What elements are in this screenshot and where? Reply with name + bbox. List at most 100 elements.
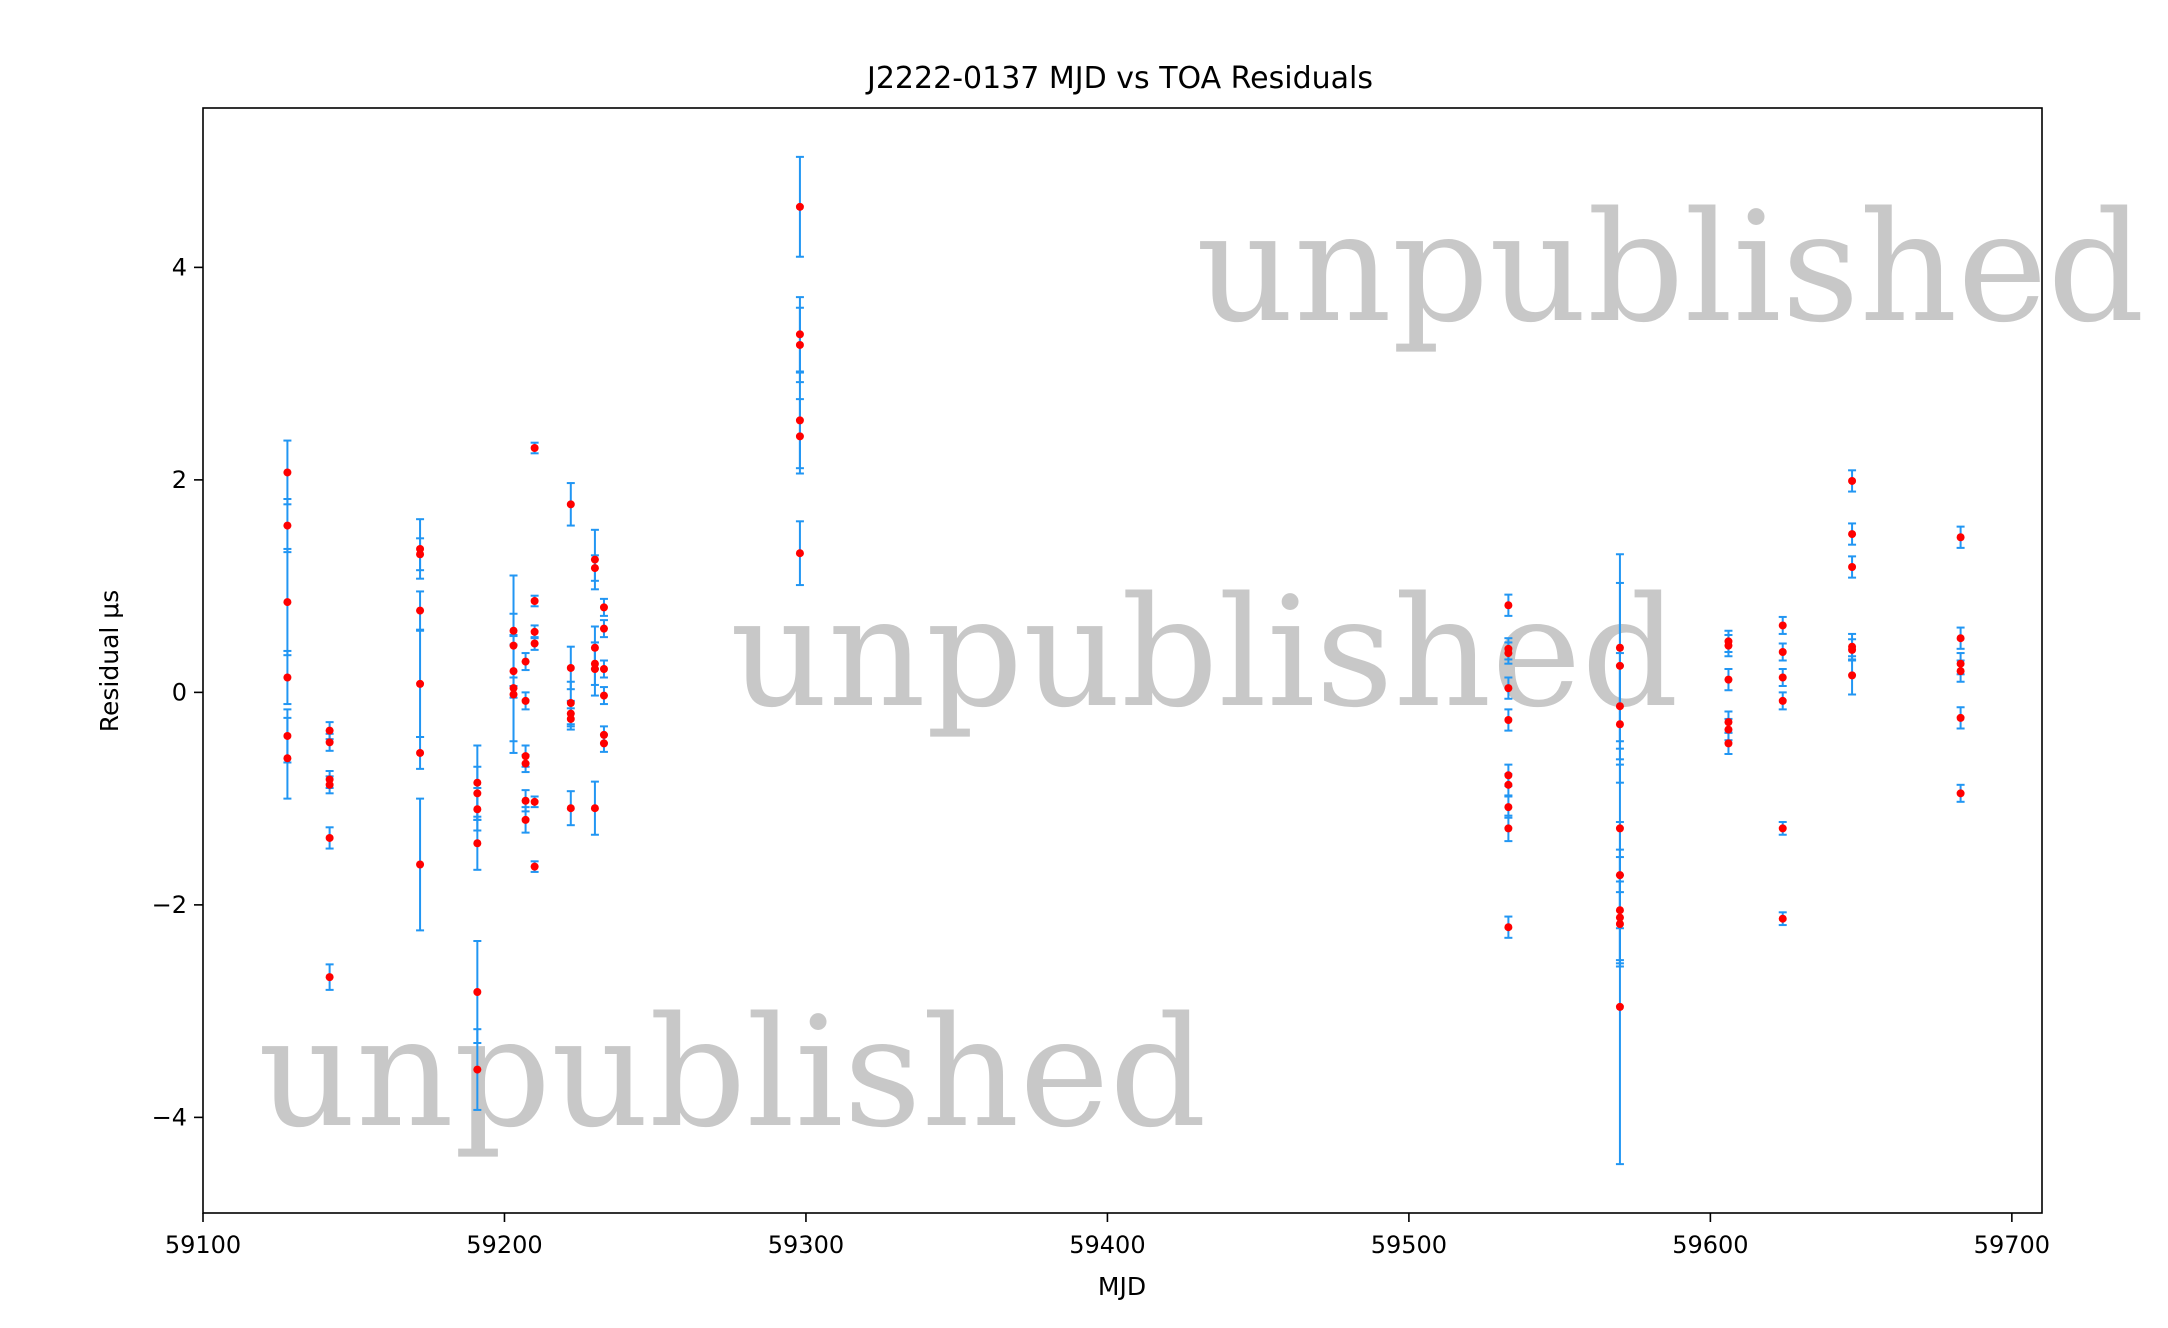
- chart-title: J2222-0137 MJD vs TOA Residuals: [865, 61, 1373, 96]
- data-point: [530, 862, 539, 871]
- y-tick-label: 4: [172, 253, 187, 281]
- data-point: [590, 643, 599, 652]
- data-point: [1615, 913, 1624, 922]
- data-point: [416, 679, 425, 688]
- data-point: [283, 731, 292, 740]
- data-point: [473, 839, 482, 848]
- x-tick-label: 59600: [1672, 1231, 1748, 1259]
- data-point: [1848, 671, 1857, 680]
- data-point: [1956, 634, 1965, 643]
- data-point: [530, 627, 539, 636]
- data-point: [521, 657, 530, 666]
- data-point: [1724, 725, 1733, 734]
- data-point: [325, 973, 334, 982]
- data-point: [1615, 720, 1624, 729]
- data-point: [509, 626, 518, 635]
- plot-area: [202, 107, 2043, 1214]
- x-tick-label: 59400: [1069, 1231, 1145, 1259]
- data-point: [1615, 871, 1624, 880]
- data-point: [599, 730, 608, 739]
- data-point: [566, 500, 575, 509]
- data-point: [1778, 648, 1787, 656]
- data-point: [509, 641, 518, 650]
- data-point: [509, 667, 518, 676]
- y-tick-label: −2: [152, 891, 187, 919]
- data-point: [473, 778, 482, 787]
- x-axis: 59100 59200 59300 59400 59500 59600 59700: [165, 1213, 2050, 1259]
- data-point: [530, 597, 539, 605]
- data-point: [325, 833, 334, 842]
- data-point: [416, 550, 425, 559]
- data-point: [599, 665, 608, 673]
- data-point: [1504, 803, 1513, 812]
- data-point: [416, 748, 425, 757]
- data-point: [566, 804, 575, 813]
- x-tick-label: 59200: [466, 1231, 542, 1259]
- x-axis-label: MJD: [1098, 1272, 1146, 1301]
- data-point: [599, 603, 608, 612]
- data-point: [1504, 649, 1513, 658]
- data-point: [521, 759, 530, 768]
- data-point: [1615, 1002, 1624, 1011]
- x-tick-label: 59500: [1371, 1231, 1447, 1259]
- data-point: [1778, 824, 1787, 833]
- data-point: [795, 416, 804, 425]
- data-point: [1956, 667, 1965, 676]
- data-point: [1778, 673, 1787, 682]
- data-point: [325, 726, 334, 735]
- data-point: [1724, 718, 1733, 727]
- x-tick-label: 59100: [165, 1231, 241, 1259]
- data-point: [325, 738, 334, 747]
- data-point: [590, 665, 599, 673]
- data-point: [590, 555, 599, 564]
- data-point: [530, 639, 539, 648]
- data-point: [590, 564, 599, 573]
- data-points: [283, 202, 1965, 1074]
- data-point: [1615, 920, 1624, 928]
- data-point: [1504, 684, 1513, 693]
- data-point: [509, 684, 518, 693]
- data-point: [1724, 675, 1733, 684]
- x-tick-label: 59700: [1974, 1231, 2050, 1259]
- y-tick-label: 2: [172, 466, 187, 494]
- data-point: [521, 815, 530, 824]
- data-point: [283, 598, 292, 607]
- data-point: [1848, 645, 1857, 654]
- data-point: [1615, 702, 1624, 711]
- data-point: [1615, 643, 1624, 652]
- data-point: [325, 780, 334, 789]
- data-point: [1615, 824, 1624, 833]
- data-point: [1848, 563, 1857, 571]
- data-point: [1848, 476, 1857, 485]
- data-point: [1724, 641, 1733, 650]
- data-point: [1848, 530, 1857, 539]
- data-point: [1724, 739, 1733, 748]
- watermark-top-right: unpublished: [1196, 179, 2145, 356]
- data-point: [473, 789, 482, 798]
- y-tick-label: 0: [172, 678, 187, 706]
- data-point: [521, 796, 530, 805]
- data-point: [566, 714, 575, 723]
- watermark-bottom-left: unpublished: [258, 984, 1207, 1161]
- data-point: [1956, 533, 1965, 542]
- data-point: [1615, 906, 1624, 915]
- data-point: [1504, 923, 1513, 932]
- y-axis: −4 −2 0 2 4: [152, 253, 203, 1131]
- data-point: [566, 699, 575, 707]
- x-tick-label: 59300: [768, 1231, 844, 1259]
- data-point: [1956, 659, 1965, 668]
- data-point: [1504, 771, 1513, 780]
- data-point: [416, 606, 425, 615]
- data-point: [599, 691, 608, 700]
- data-point: [1504, 716, 1513, 724]
- data-point: [599, 624, 608, 633]
- data-point: [599, 739, 608, 748]
- watermark-center: unpublished: [730, 564, 1679, 741]
- data-point: [283, 521, 292, 530]
- data-point: [1778, 914, 1787, 923]
- data-point: [509, 690, 518, 699]
- data-point: [473, 805, 482, 814]
- data-point: [1504, 601, 1513, 610]
- data-point: [473, 1065, 482, 1074]
